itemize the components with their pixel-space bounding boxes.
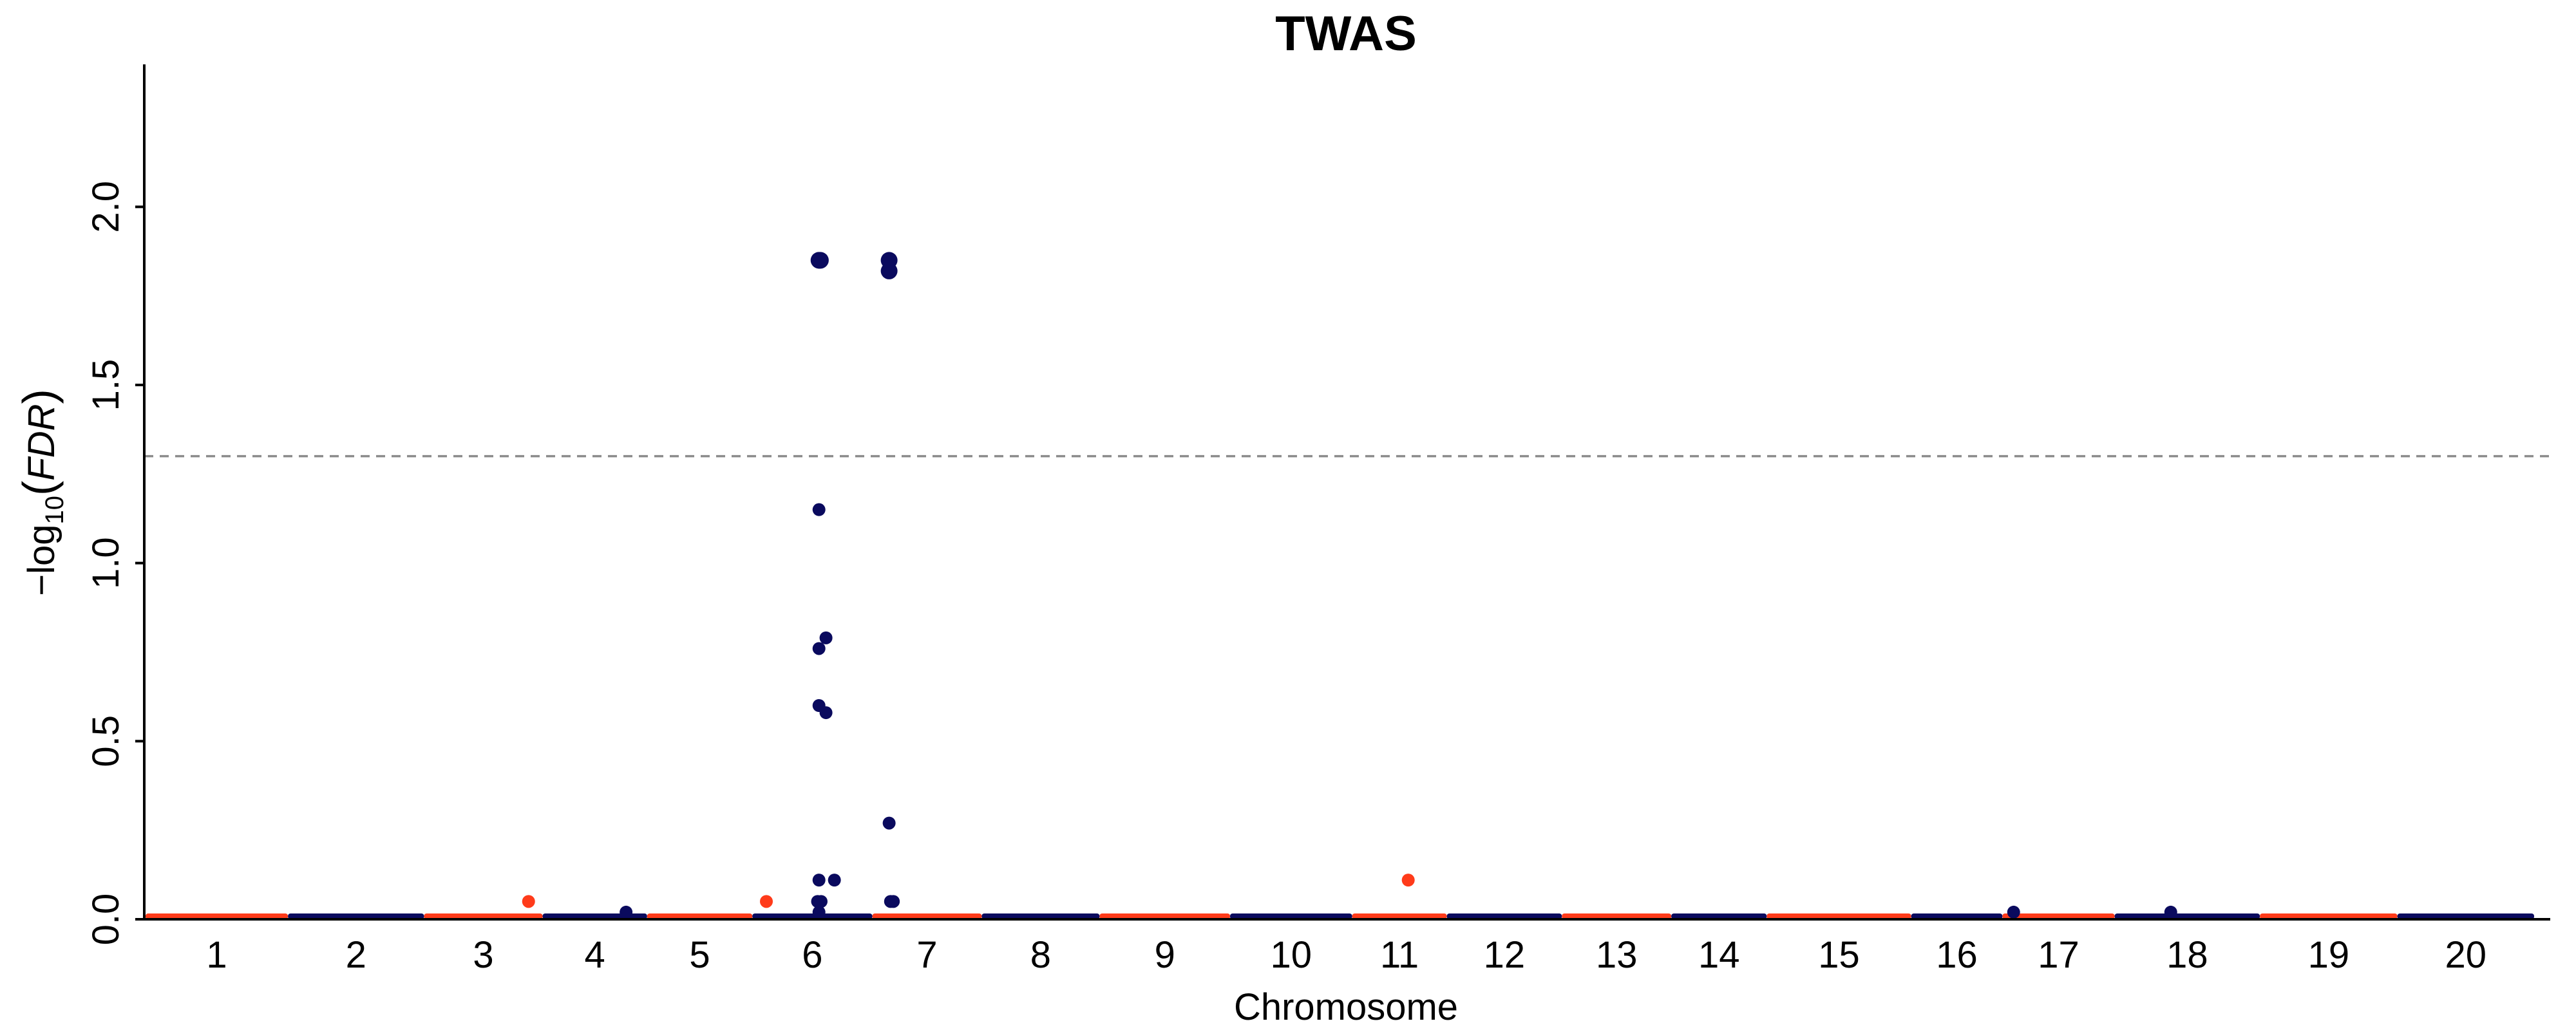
chromosome-band-15 bbox=[1766, 913, 1911, 919]
data-points bbox=[522, 252, 2177, 919]
chromosome-band-1 bbox=[146, 913, 289, 919]
data-point bbox=[1401, 874, 1415, 887]
chromosome-band-8 bbox=[981, 913, 1100, 919]
chromosome-band-14 bbox=[1671, 913, 1767, 919]
x-tick-label: 1 bbox=[206, 934, 227, 976]
data-point bbox=[2007, 905, 2020, 919]
chromosome-band-11 bbox=[1352, 913, 1447, 919]
data-point bbox=[812, 905, 826, 919]
x-axis-ticks: 1 2 3 4 5 6 7 8 9 10 11 12 13 14 15 16 17 18 19 20 bbox=[206, 934, 2486, 976]
data-point bbox=[819, 631, 833, 644]
x-tick-label: 8 bbox=[1030, 934, 1051, 976]
x-axis-label: Chromosome bbox=[1234, 986, 1458, 1028]
data-point bbox=[880, 262, 898, 279]
data-point bbox=[2164, 905, 2177, 919]
x-tick-label: 3 bbox=[473, 934, 493, 976]
chromosome-band-10 bbox=[1230, 913, 1352, 919]
data-point bbox=[522, 895, 535, 908]
chromosome-band-3 bbox=[424, 913, 543, 919]
x-tick-label: 11 bbox=[1380, 934, 1419, 976]
chart-title: TWAS bbox=[1275, 6, 1417, 61]
y-axis-label: −log10(FDR) bbox=[14, 389, 69, 596]
plot-area bbox=[144, 252, 2550, 919]
data-point bbox=[812, 642, 826, 655]
chromosome-band-9 bbox=[1099, 913, 1231, 919]
y-tick-label: 0.5 bbox=[85, 715, 127, 767]
data-point bbox=[882, 816, 896, 830]
x-tick-label: 15 bbox=[1818, 934, 1860, 976]
data-point bbox=[819, 706, 833, 720]
chromosome-band-6 bbox=[752, 913, 873, 919]
x-tick-label: 2 bbox=[346, 934, 366, 976]
chromosome-baseline-bands bbox=[146, 913, 2534, 919]
x-tick-label: 13 bbox=[1596, 934, 1638, 976]
chromosome-band-18 bbox=[2114, 913, 2260, 919]
x-tick-label: 17 bbox=[2038, 934, 2079, 976]
x-tick-label: 4 bbox=[585, 934, 605, 976]
data-point bbox=[887, 895, 900, 908]
chromosome-band-2 bbox=[288, 913, 424, 919]
chromosome-band-16 bbox=[1911, 913, 2003, 919]
x-tick-label: 19 bbox=[2308, 934, 2350, 976]
data-point bbox=[620, 905, 633, 919]
y-tick-label: 0.0 bbox=[85, 894, 127, 946]
x-tick-label: 20 bbox=[2445, 934, 2487, 976]
y-tick-label: 1.0 bbox=[85, 537, 127, 589]
chromosome-band-13 bbox=[1562, 913, 1672, 919]
chromosome-band-17 bbox=[2002, 913, 2115, 919]
chromosome-band-12 bbox=[1446, 913, 1562, 919]
data-point bbox=[828, 874, 841, 887]
chromosome-band-19 bbox=[2260, 913, 2398, 919]
data-point bbox=[812, 874, 826, 887]
chromosome-band-20 bbox=[2397, 913, 2534, 919]
data-point bbox=[811, 252, 829, 269]
y-tick-label: 2.0 bbox=[85, 181, 127, 233]
x-tick-label: 16 bbox=[1936, 934, 1978, 976]
x-tick-label: 10 bbox=[1271, 934, 1312, 976]
data-point bbox=[814, 895, 828, 908]
data-point bbox=[760, 895, 773, 908]
y-tick-label: 1.5 bbox=[85, 359, 127, 411]
y-axis-ticks: 0.0 0.5 1.0 1.5 2.0 bbox=[85, 181, 144, 945]
x-tick-label: 7 bbox=[916, 934, 937, 976]
data-point bbox=[812, 503, 826, 516]
chromosome-band-5 bbox=[647, 913, 753, 919]
x-tick-label: 5 bbox=[689, 934, 710, 976]
x-tick-label: 12 bbox=[1484, 934, 1526, 976]
x-tick-label: 14 bbox=[1698, 934, 1740, 976]
x-tick-label: 6 bbox=[802, 934, 822, 976]
x-tick-label: 18 bbox=[2166, 934, 2208, 976]
x-tick-label: 9 bbox=[1155, 934, 1175, 976]
chromosome-band-7 bbox=[872, 913, 982, 919]
